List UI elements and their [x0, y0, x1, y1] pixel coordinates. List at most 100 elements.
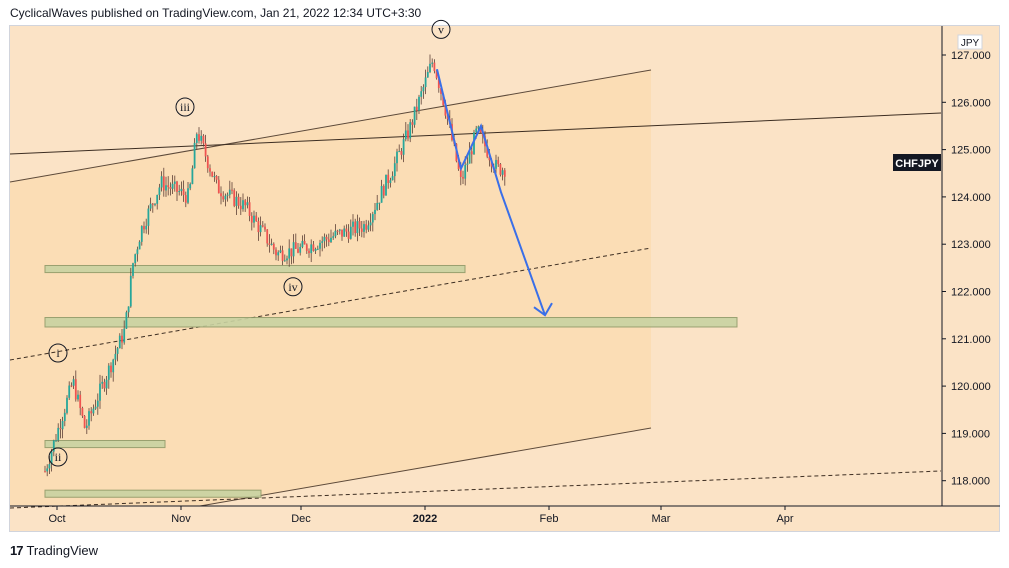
candle-body	[347, 231, 350, 239]
candle-body	[77, 394, 79, 400]
candle-body	[360, 228, 363, 232]
channel-lower-trendline[interactable]	[199, 427, 652, 507]
candle-body	[330, 237, 332, 243]
y-tick-label: 126.000	[951, 97, 991, 109]
channel-upper-trendline[interactable]	[9, 69, 652, 183]
wave-label: v	[438, 22, 444, 36]
candle-body	[105, 379, 108, 389]
candle-body	[437, 78, 440, 89]
candle-body	[81, 408, 84, 416]
candle-body	[79, 394, 82, 409]
candle-body	[270, 243, 273, 245]
candle-body	[354, 221, 357, 234]
candle-body	[374, 209, 376, 215]
resistance-trendline[interactable]	[9, 112, 942, 155]
candle-body	[171, 183, 174, 189]
candle-body	[321, 241, 324, 243]
y-tick-label: 119.000	[951, 428, 990, 440]
support-zone[interactable]	[44, 489, 262, 498]
candle-body	[459, 169, 462, 177]
candle-body	[55, 440, 57, 442]
candle-body	[391, 176, 394, 181]
dashed-lower-line[interactable]	[9, 470, 942, 509]
wave-label-circle	[431, 19, 451, 39]
candle-body	[66, 397, 68, 413]
candle-body	[178, 191, 181, 193]
candle-body	[156, 194, 159, 204]
candle-body	[299, 246, 302, 253]
candle-body	[83, 415, 86, 428]
y-tick-label: 121.000	[951, 334, 991, 346]
candle-body	[266, 229, 269, 244]
candle-body	[341, 229, 343, 237]
candle-body	[286, 258, 288, 261]
candle-body	[59, 427, 62, 430]
dashed-midline[interactable]	[9, 247, 652, 361]
candle-body	[431, 62, 434, 64]
candle-body	[327, 239, 330, 243]
candle-body	[136, 249, 139, 255]
candle-body	[435, 71, 438, 79]
x-tick-label: Nov	[171, 513, 191, 525]
candle-body	[411, 122, 414, 125]
candle-body	[352, 221, 354, 227]
candle-body	[52, 440, 55, 452]
channel-fill	[10, 70, 651, 506]
candle-body	[376, 202, 379, 210]
candle-body	[195, 134, 198, 143]
candle-body	[231, 189, 233, 191]
candle-body	[418, 96, 420, 111]
candle-body	[246, 202, 249, 206]
candle-body	[279, 250, 282, 253]
candle-body	[63, 412, 66, 422]
candle-body	[413, 106, 416, 125]
candle-body	[90, 411, 93, 414]
projection-path[interactable]	[436, 68, 546, 316]
candle-body	[160, 176, 163, 188]
y-tick-label: 123.000	[951, 239, 991, 251]
support-zone[interactable]	[44, 317, 738, 328]
candle-body	[206, 156, 209, 169]
candle-body	[99, 383, 101, 401]
symbol-badge[interactable]	[893, 154, 941, 171]
candle-body	[334, 230, 337, 237]
candle-body	[222, 196, 225, 200]
symbol-label: CHFJPY	[895, 158, 939, 170]
candle-body	[288, 248, 291, 259]
support-zone[interactable]	[44, 264, 466, 274]
candle-body	[426, 72, 429, 78]
x-tick-label: Apr	[776, 513, 793, 525]
candle-body	[151, 203, 154, 205]
candle-body	[253, 215, 255, 223]
candle-body	[444, 105, 447, 116]
candle-body	[277, 252, 280, 256]
candle-body	[220, 193, 222, 197]
candle-body	[464, 164, 467, 179]
candle-body	[233, 190, 236, 206]
x-tick-label: Oct	[48, 513, 65, 525]
candle-body	[420, 91, 423, 97]
candle-body	[385, 174, 387, 196]
candle-body	[371, 214, 374, 223]
candle-body	[358, 221, 361, 229]
candle-body	[182, 188, 185, 196]
wave-label-circle	[175, 97, 195, 117]
candle-body	[237, 196, 240, 206]
x-tick-label: 2022	[413, 513, 437, 525]
candle-body	[173, 181, 176, 184]
wave-label-circle	[283, 277, 303, 297]
candle-body	[57, 427, 60, 441]
candle-body	[503, 170, 506, 177]
candle-body	[187, 188, 189, 203]
candle-body	[110, 365, 112, 373]
support-zone[interactable]	[44, 439, 166, 449]
candle-body	[239, 205, 242, 210]
candle-body	[68, 385, 71, 398]
candle-body	[191, 168, 194, 185]
candle-body	[176, 181, 178, 192]
candle-body	[424, 77, 427, 88]
candle-body	[193, 142, 196, 169]
candle-body	[107, 365, 110, 380]
y-tick-label: 125.000	[951, 145, 991, 157]
